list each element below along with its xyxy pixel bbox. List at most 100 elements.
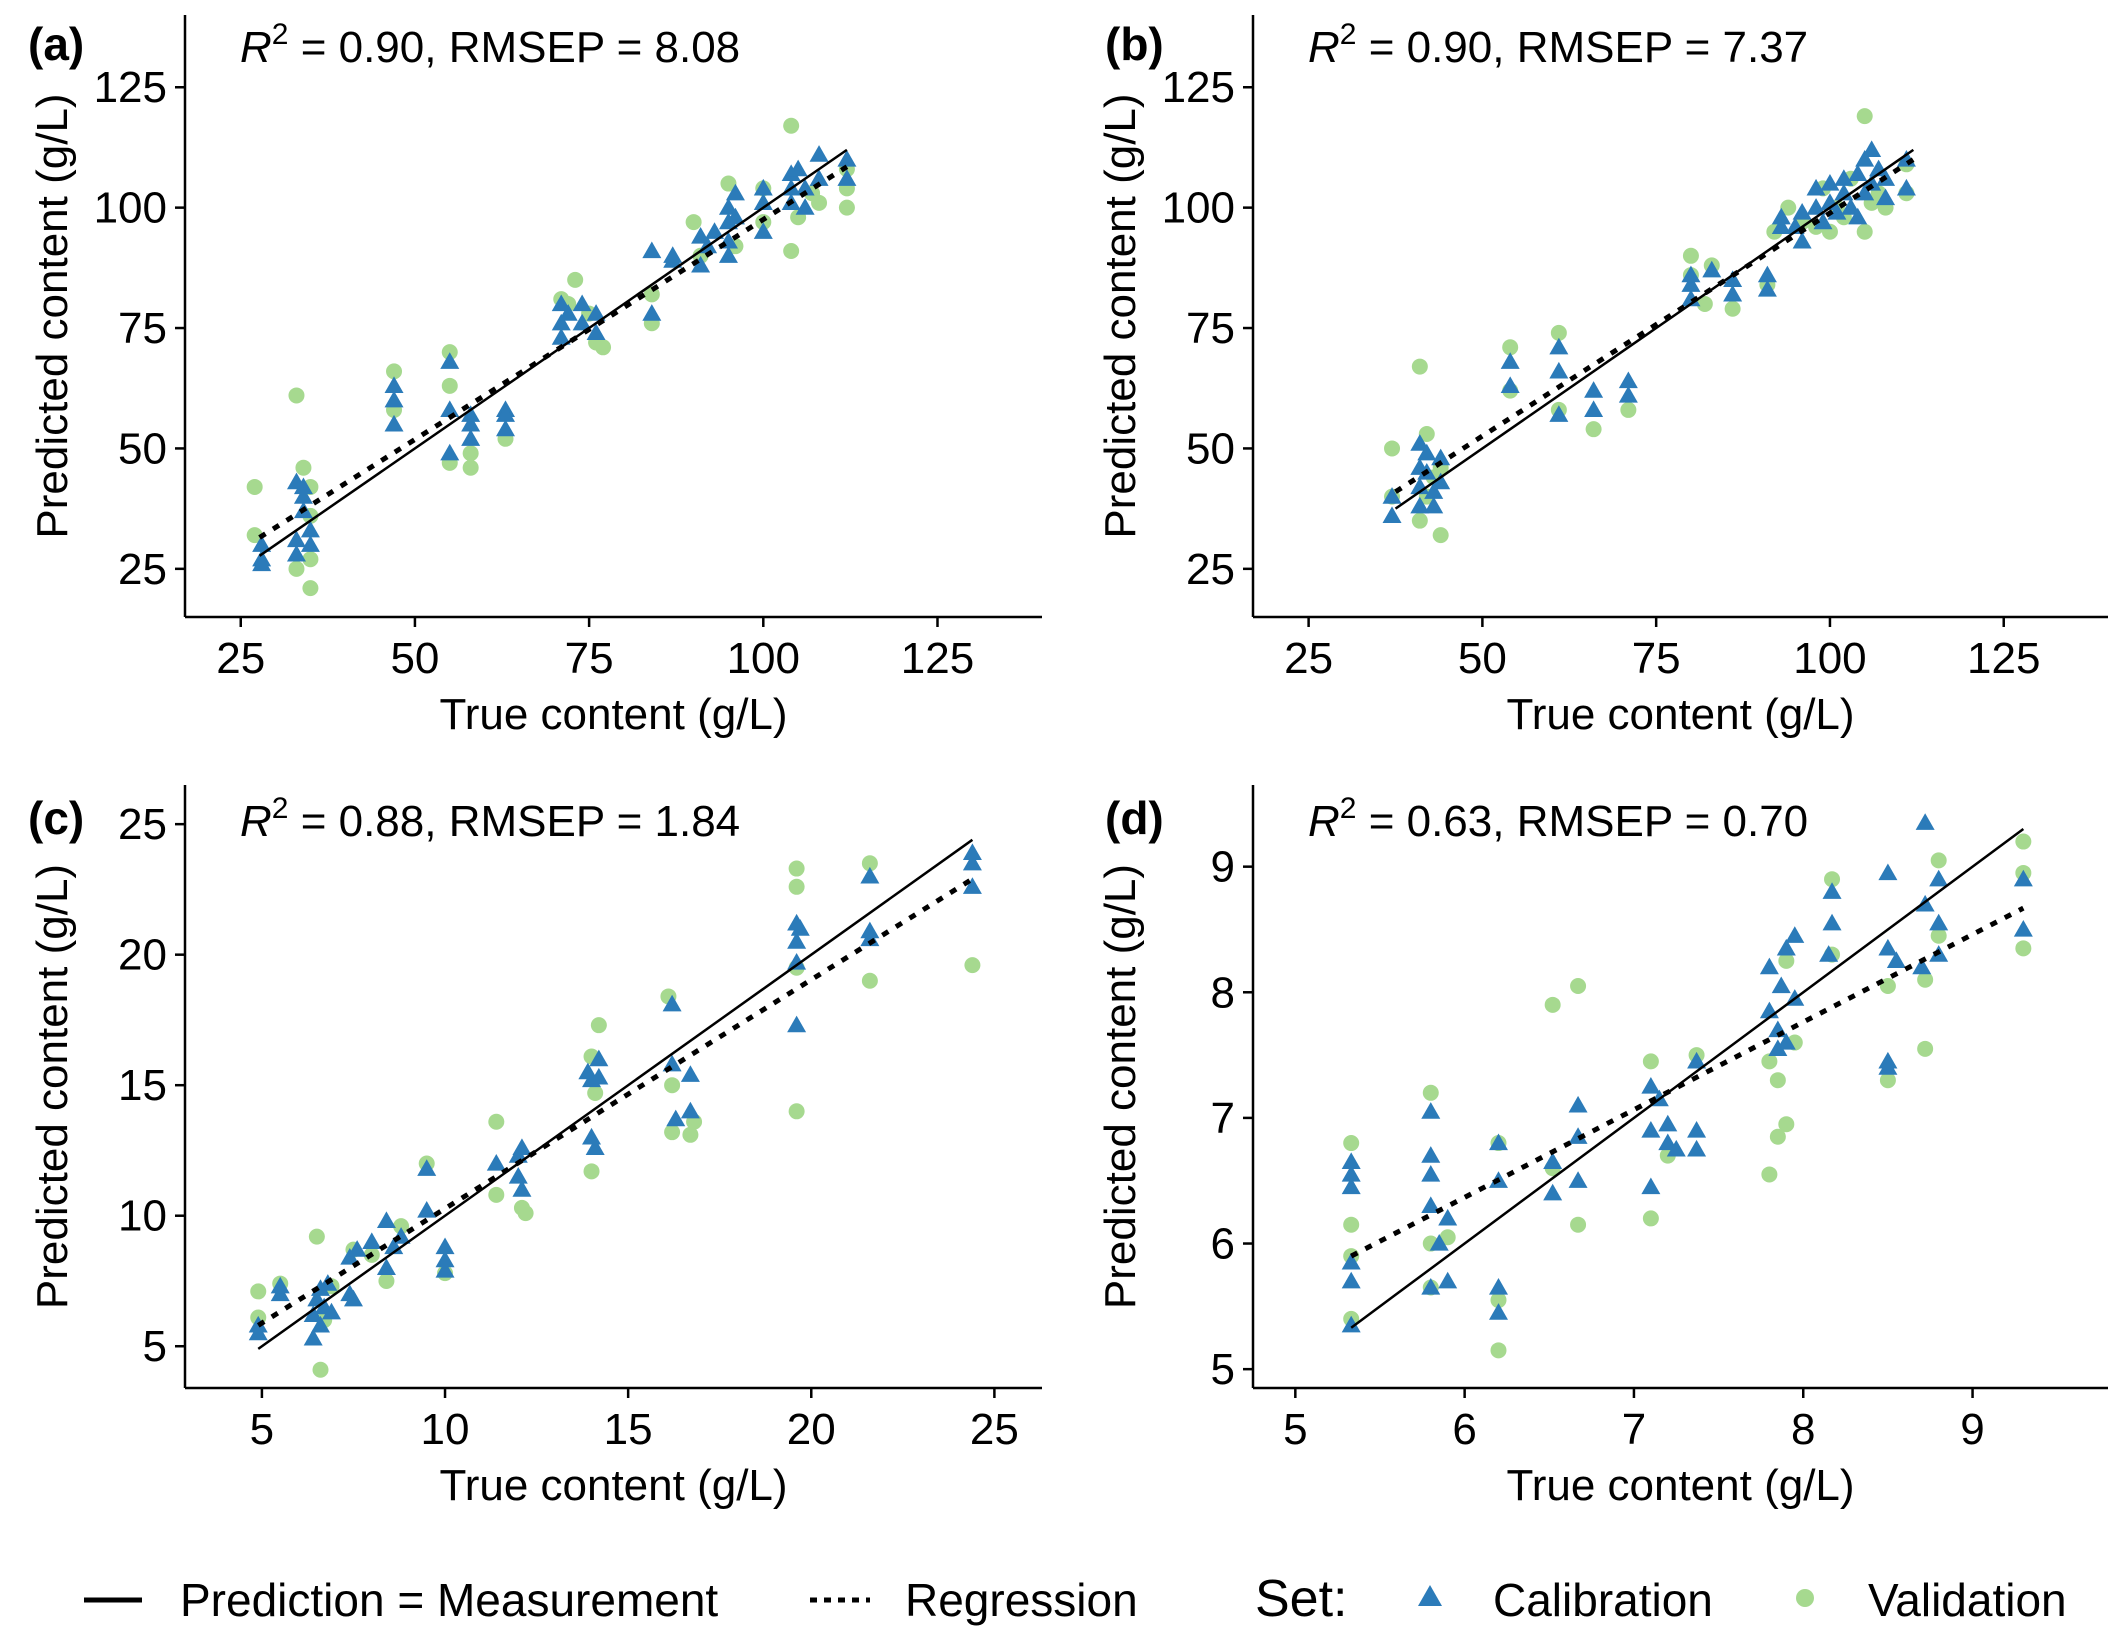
calibration-point bbox=[787, 932, 807, 949]
validation-point bbox=[1384, 440, 1401, 457]
calibration-point bbox=[435, 1237, 455, 1255]
calibration-point bbox=[1488, 1278, 1508, 1295]
calibration-point bbox=[1681, 265, 1701, 283]
legend: Prediction = Measurement Regression Set:… bbox=[84, 1570, 2067, 1628]
calibration-point bbox=[1776, 1033, 1796, 1050]
panel-c: 5 10 15 20 25 5 10 15 20 25 True content (g/L) Pred… bbox=[28, 785, 1042, 1510]
calibration-point bbox=[1500, 376, 1520, 393]
validation-point bbox=[1682, 247, 1699, 264]
validation-point bbox=[1620, 401, 1637, 418]
y-tick-label: 125 bbox=[1162, 63, 1235, 112]
validation-point bbox=[246, 527, 263, 544]
calibration-point bbox=[1687, 1051, 1707, 1069]
validation-point bbox=[1769, 1072, 1786, 1089]
validation-point bbox=[788, 878, 805, 895]
validation-point bbox=[664, 1077, 681, 1094]
validation-point bbox=[1780, 199, 1797, 216]
calibration-point bbox=[1792, 231, 1812, 249]
validation-point bbox=[1439, 1229, 1456, 1246]
validation-point bbox=[302, 551, 319, 568]
validation-point bbox=[1824, 871, 1841, 888]
validation-point bbox=[811, 194, 828, 211]
validation-point bbox=[590, 1017, 607, 1034]
calibration-point bbox=[962, 877, 982, 894]
x-tick-label: 100 bbox=[1793, 634, 1866, 683]
y-tick-label: 6 bbox=[1211, 1220, 1235, 1269]
y-tick-label: 75 bbox=[1186, 304, 1235, 353]
calibration-point bbox=[1822, 882, 1842, 899]
x-tick-label: 15 bbox=[604, 1405, 653, 1454]
calibration-point bbox=[440, 352, 460, 369]
stats-value-text: = 0.90, RMSEP = 7.37 bbox=[1356, 23, 1808, 72]
calibration-point bbox=[286, 530, 306, 548]
y-tick-label: 125 bbox=[94, 63, 167, 112]
calibration-point bbox=[787, 1015, 807, 1033]
y-tick-label: 8 bbox=[1211, 968, 1235, 1017]
calibration-point bbox=[1438, 1271, 1458, 1289]
validation-point bbox=[1418, 425, 1435, 442]
validation-point bbox=[1778, 1116, 1795, 1133]
validation-point bbox=[682, 1126, 699, 1143]
validation-point bbox=[1432, 527, 1449, 544]
y-tick-label: 100 bbox=[1162, 184, 1235, 233]
calibration-point bbox=[303, 1305, 323, 1323]
calibration-point bbox=[1658, 1114, 1678, 1132]
calibration-point bbox=[252, 554, 272, 572]
calibration-point bbox=[551, 328, 571, 345]
validation-point bbox=[1856, 223, 1873, 240]
validation-point bbox=[567, 271, 584, 288]
validation-point bbox=[664, 1124, 681, 1141]
stats-annotation: R2 = 0.63, RMSEP = 0.70 bbox=[1308, 792, 1808, 846]
calibration-point bbox=[1757, 280, 1777, 297]
calibration-point bbox=[1641, 1120, 1661, 1138]
validation-point bbox=[2015, 833, 2032, 850]
x-axis-label: True content (g/L) bbox=[439, 1461, 787, 1510]
validation-point bbox=[488, 1113, 505, 1130]
calibration-point bbox=[837, 169, 857, 186]
y-axis-label: Predicted content (g/L) bbox=[1096, 93, 1145, 538]
calibration-point bbox=[1806, 178, 1826, 196]
calibration-point bbox=[1771, 217, 1791, 235]
calibration-point bbox=[1771, 976, 1791, 994]
calibration-point bbox=[1841, 198, 1861, 215]
calibration-point bbox=[572, 294, 592, 312]
x-tick-label: 75 bbox=[1632, 634, 1681, 683]
y-tick-label: 9 bbox=[1211, 843, 1235, 892]
calibration-point bbox=[860, 866, 880, 884]
calibration-point bbox=[1618, 385, 1638, 403]
y-tick-label: 75 bbox=[118, 304, 167, 353]
calibration-point bbox=[725, 207, 745, 225]
validation-point bbox=[964, 957, 981, 974]
calibration-point bbox=[1658, 1133, 1678, 1151]
legend-calibration-marker bbox=[1418, 1585, 1442, 1606]
calibration-point bbox=[1862, 140, 1882, 157]
calibration-point bbox=[1813, 212, 1833, 230]
calibration-point bbox=[558, 304, 578, 321]
validation-point bbox=[250, 1283, 267, 1300]
calibration-point bbox=[376, 1258, 396, 1276]
y-tick-label: 50 bbox=[1186, 424, 1235, 473]
validation-point bbox=[1343, 1216, 1360, 1233]
y-tick-label: 5 bbox=[1211, 1345, 1235, 1394]
x-tick-label: 10 bbox=[421, 1405, 470, 1454]
x-tick-label: 25 bbox=[970, 1405, 1019, 1454]
calibration-point bbox=[962, 853, 982, 871]
x-tick-label: 20 bbox=[787, 1405, 836, 1454]
calibration-point bbox=[1382, 487, 1402, 504]
calibration-point bbox=[1757, 265, 1777, 283]
calibration-point bbox=[1666, 1139, 1686, 1157]
validation-point bbox=[462, 459, 479, 476]
validation-point bbox=[393, 1218, 410, 1235]
calibration-point bbox=[642, 304, 662, 321]
calibration-point bbox=[1759, 1001, 1779, 1019]
validation-point bbox=[1761, 1166, 1778, 1183]
calibration-point bbox=[680, 1101, 700, 1119]
calibration-point bbox=[1912, 957, 1932, 975]
x-tick-label: 50 bbox=[390, 634, 439, 683]
calibration-point bbox=[718, 246, 738, 263]
validation-point bbox=[1544, 996, 1561, 1013]
validation-point bbox=[1422, 1084, 1439, 1101]
x-tick-label: 8 bbox=[1791, 1405, 1815, 1454]
x-tick-label: 25 bbox=[1284, 634, 1333, 683]
